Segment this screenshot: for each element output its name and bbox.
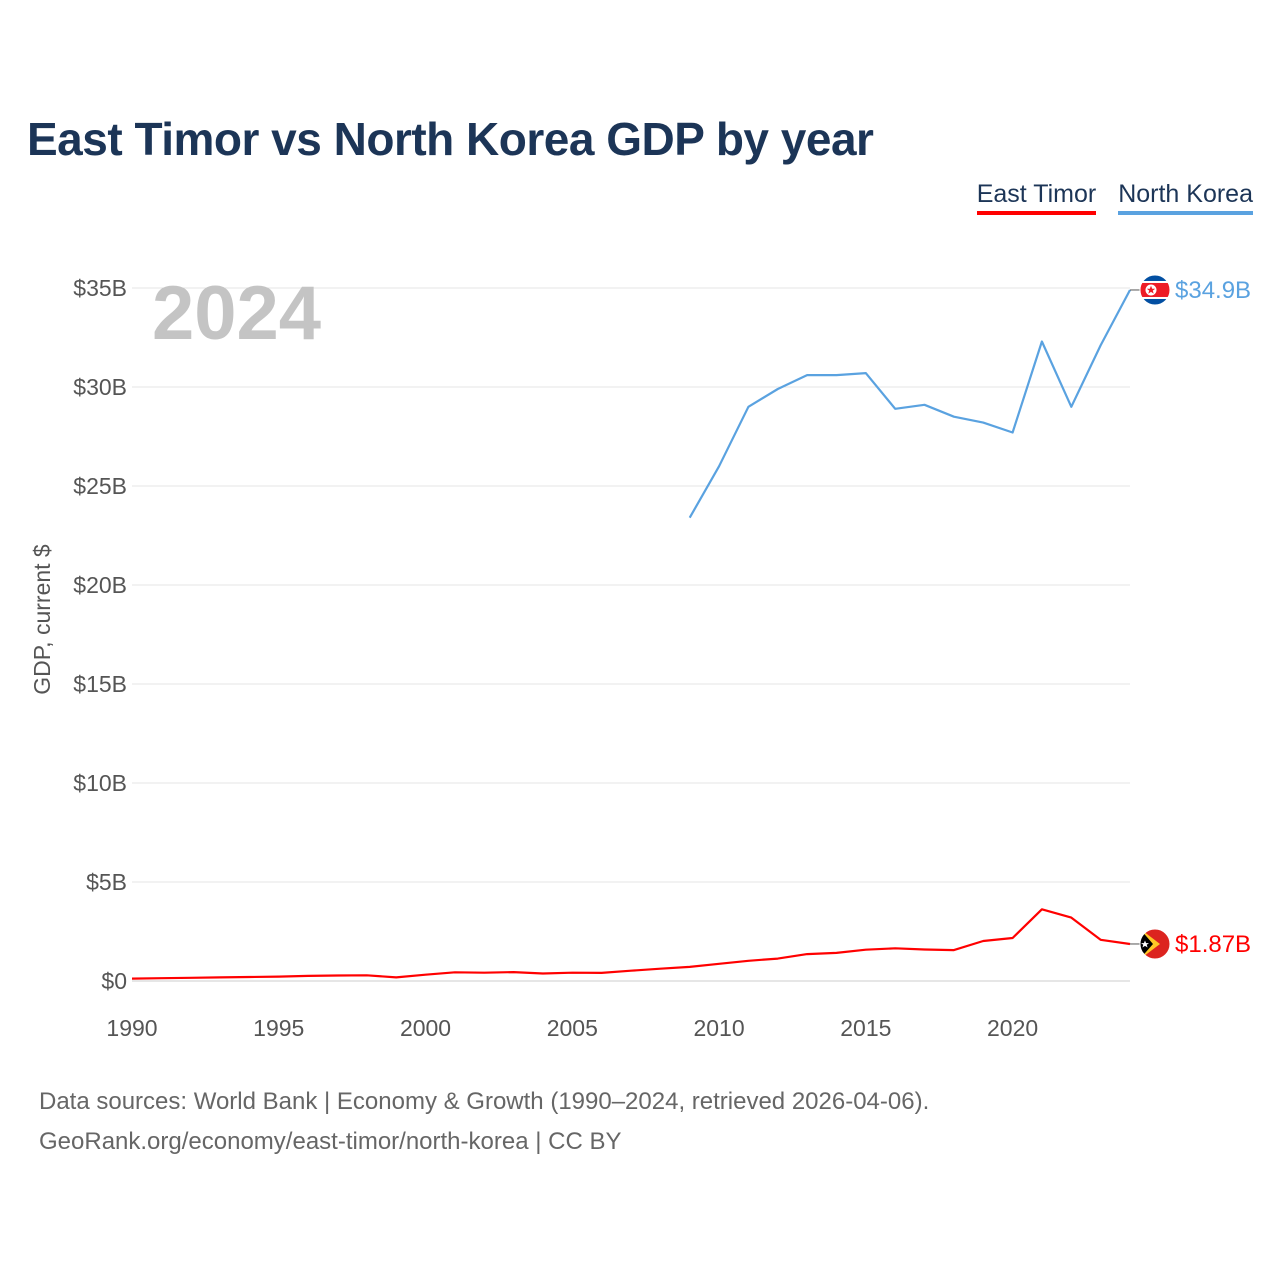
y-tick-label: $10B — [73, 770, 127, 796]
legend-item-north-korea[interactable]: North Korea — [1118, 180, 1253, 215]
flag-star — [1146, 285, 1156, 294]
chart-title: East Timor vs North Korea GDP by year — [27, 113, 874, 165]
east-timor-flag — [1139, 928, 1171, 960]
legend-item-east-timor[interactable]: East Timor — [976, 180, 1097, 215]
y-tick-label: $30B — [73, 374, 127, 400]
y-tick-label: $0 — [101, 968, 127, 994]
north-korea-flag — [1139, 274, 1171, 306]
x-tick-label: 1990 — [106, 1015, 157, 1041]
year-watermark: 2024 — [152, 271, 321, 356]
y-tick-label: $20B — [73, 572, 127, 598]
x-tick-label: 2005 — [547, 1015, 598, 1041]
gdp-line-chart: $0 $5B $10B $15B $20B $25B $30B $35B 1990 1995 200… — [29, 271, 1251, 1041]
north-korea-flag-body — [1140, 274, 1170, 305]
x-tick-label: 2015 — [840, 1015, 891, 1041]
x-tick-label: 2000 — [400, 1015, 451, 1041]
footer-sources: Data sources: World Bank | Economy & Gro… — [39, 1088, 930, 1115]
end-label-north-korea: $34.9B — [1175, 277, 1251, 304]
y-axis-label: GDP, current $ — [29, 544, 55, 695]
x-tick-label: 2010 — [693, 1015, 744, 1041]
east-timor-flag-body — [1140, 928, 1170, 959]
end-label-east-timor: $1.87B — [1175, 931, 1251, 958]
y-tick-label: $5B — [86, 869, 127, 895]
north-korea-flag-ring — [1139, 274, 1171, 306]
footer-attribution: GeoRank.org/economy/east-timor/north-kor… — [39, 1128, 622, 1155]
x-tick-label: 1995 — [253, 1015, 304, 1041]
east-timor-flag-ring — [1139, 928, 1171, 960]
x-tick-label: 2020 — [987, 1015, 1038, 1041]
legend: East Timor North Korea — [976, 180, 1253, 215]
y-tick-label: $25B — [73, 473, 127, 499]
flag-star — [1141, 940, 1149, 948]
y-tick-label: $15B — [73, 671, 127, 697]
footer: Data sources: World Bank | Economy & Gro… — [39, 1082, 929, 1162]
series-line-east-timor — [131, 908, 1131, 980]
series-line-north-korea — [688, 289, 1131, 519]
y-tick-label: $35B — [73, 275, 127, 301]
